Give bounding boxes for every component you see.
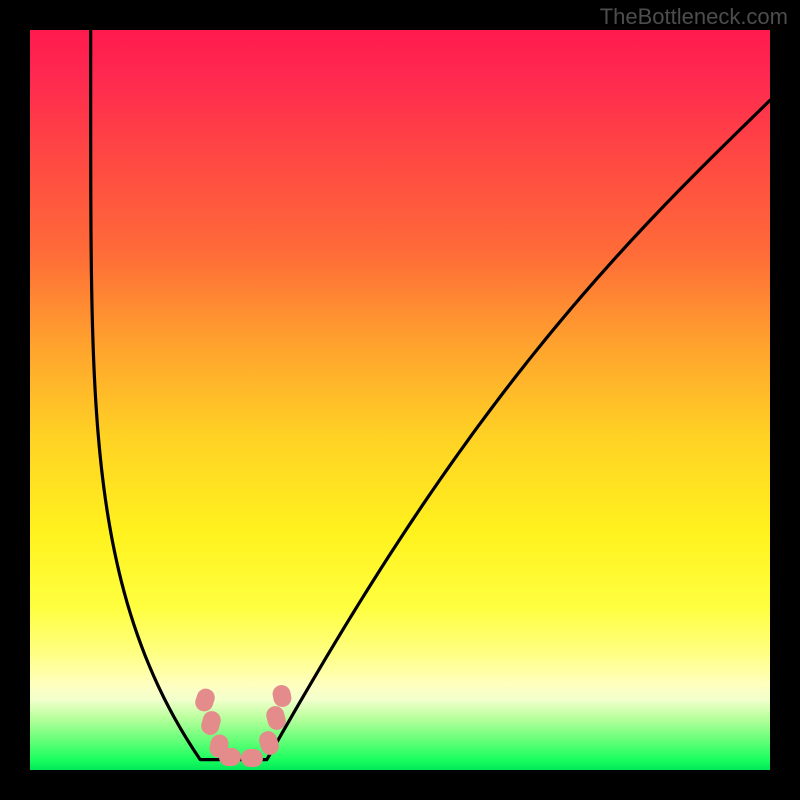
curve-marker xyxy=(241,749,263,767)
bottleneck-curve xyxy=(30,30,770,770)
chart-frame: TheBottleneck.com xyxy=(0,0,800,800)
plot-area xyxy=(30,30,770,770)
watermark-text: TheBottleneck.com xyxy=(600,4,788,30)
curve-marker xyxy=(219,748,241,766)
